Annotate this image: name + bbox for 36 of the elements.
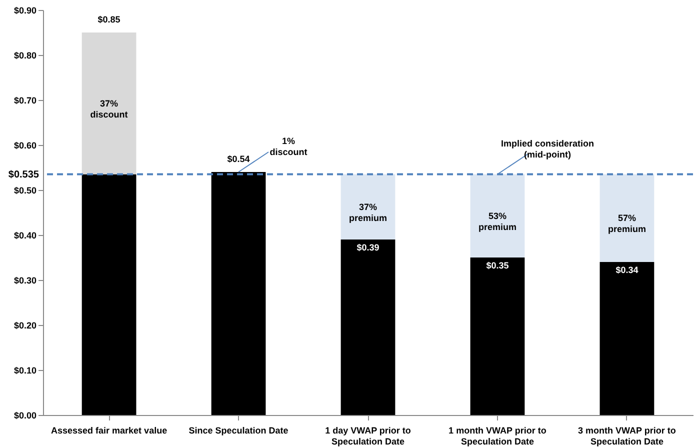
data-label: $0.34 bbox=[616, 265, 638, 275]
bar bbox=[340, 240, 396, 415]
data-label: $0.39 bbox=[356, 242, 380, 252]
bar bbox=[340, 174, 396, 240]
annotation: 37% discount bbox=[90, 98, 128, 120]
annotation: 1% discount bbox=[270, 136, 308, 157]
total-label: $0.54 bbox=[227, 154, 250, 164]
y-tick-label: $0.00 bbox=[14, 410, 36, 420]
bar bbox=[600, 174, 654, 262]
ref-line-label: $0.535 bbox=[8, 169, 40, 180]
data-label: $0.35 bbox=[486, 260, 509, 270]
y-tick-label: $0.20 bbox=[14, 320, 36, 330]
y-tick-label: $0.50 bbox=[14, 186, 36, 196]
bar bbox=[600, 262, 654, 415]
bar bbox=[82, 174, 136, 415]
x-tick-label: 3 month VWAP prior to Speculation Date bbox=[578, 426, 676, 446]
y-tick-label: $0.90 bbox=[14, 6, 36, 16]
annotation: 57% premium bbox=[608, 213, 646, 234]
y-tick-label: $0.40 bbox=[14, 230, 36, 240]
y-tick-label: $0.60 bbox=[14, 140, 36, 150]
annotation: 53% premium bbox=[478, 210, 516, 232]
x-tick-label: 1 month VWAP prior to Speculation Date bbox=[448, 426, 547, 446]
y-tick-label: $0.80 bbox=[14, 50, 36, 60]
total-label: $0.85 bbox=[98, 14, 120, 24]
bar bbox=[82, 32, 136, 174]
x-tick-label: Since Speculation Date bbox=[188, 426, 288, 436]
x-tick-label: 1 day VWAP prior to Speculation Date bbox=[325, 426, 412, 446]
y-tick-label: $0.70 bbox=[14, 96, 36, 106]
annotation: 37% premium bbox=[348, 202, 388, 223]
bar bbox=[470, 258, 525, 415]
y-tick-label: $0.10 bbox=[14, 366, 36, 376]
y-tick-label: $0.30 bbox=[14, 276, 36, 286]
bar bbox=[470, 174, 525, 258]
x-tick-label: Assessed fair market value bbox=[50, 426, 168, 436]
bar bbox=[211, 172, 266, 415]
annotation: Implied consideration (mid-point) bbox=[500, 138, 594, 160]
